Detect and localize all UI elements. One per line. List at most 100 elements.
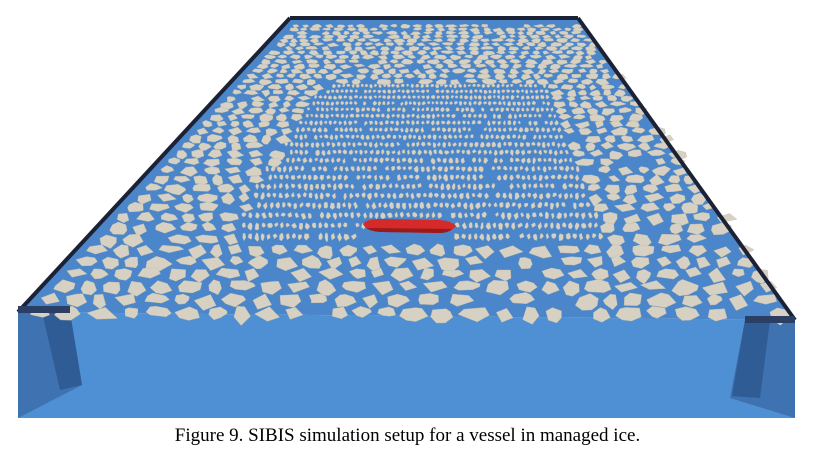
ice-floe	[483, 113, 488, 119]
ice-floe	[272, 192, 277, 199]
ice-floe	[569, 212, 574, 218]
ice-floe	[336, 202, 341, 210]
ice-floe	[472, 30, 481, 35]
ice-floe	[330, 232, 336, 241]
ice-floe	[490, 134, 494, 139]
ice-floe	[179, 221, 198, 232]
ice-floe	[319, 192, 324, 200]
ice-floe	[412, 211, 418, 218]
ice-floe	[587, 183, 601, 192]
ice-floe	[240, 114, 255, 120]
ice-floe	[395, 83, 400, 88]
ice-floe	[458, 100, 463, 106]
ice-floe	[396, 95, 402, 100]
ice-floe	[413, 202, 419, 209]
ice-floe	[531, 100, 536, 105]
ice-floe	[394, 78, 404, 85]
ice-floe	[406, 183, 411, 189]
ice-floe	[354, 127, 358, 133]
ice-floe	[412, 101, 417, 106]
ice-floe	[208, 279, 222, 296]
ice-floe	[380, 113, 385, 118]
ice-floe	[448, 157, 454, 164]
ice-floe	[462, 183, 466, 189]
ice-floe	[457, 120, 461, 126]
ice-floe	[553, 165, 557, 171]
ice-floe	[565, 95, 576, 102]
ice-floe	[433, 193, 440, 199]
ice-floe	[334, 59, 347, 64]
ice-floe	[306, 127, 311, 132]
ice-floe	[415, 120, 420, 125]
ice-floe	[274, 78, 289, 85]
ice-floe	[548, 134, 553, 139]
ice-floe	[360, 113, 365, 118]
ice-floe	[446, 38, 457, 43]
ice-floe	[638, 166, 650, 174]
ice-floe	[639, 280, 667, 290]
ice-floe	[279, 38, 289, 44]
ice-floe	[583, 279, 612, 293]
ice-floe	[559, 45, 569, 51]
ice-floe	[420, 89, 425, 94]
ice-floe	[427, 141, 432, 147]
ice-floe	[347, 142, 351, 147]
ice-floe	[593, 222, 599, 229]
ice-floe	[124, 256, 139, 269]
ice-floe	[285, 83, 295, 91]
ice-floe	[486, 233, 491, 242]
ice-floe	[314, 120, 318, 126]
ice-floe	[458, 27, 468, 31]
ice-floe	[569, 174, 574, 180]
ice-floe	[532, 174, 537, 181]
ice-floe	[581, 78, 594, 85]
ice-floe	[506, 134, 511, 140]
ice-floe	[519, 141, 525, 147]
ice-floe	[376, 106, 381, 113]
ice-floe	[196, 127, 209, 136]
ice-floe	[383, 64, 392, 70]
ice-floe	[669, 223, 684, 235]
ice-floe	[541, 127, 546, 133]
ice-floe	[248, 175, 265, 184]
ice-floe	[533, 134, 537, 140]
ice-floe	[436, 113, 440, 118]
ice-floe	[319, 113, 324, 119]
ice-floe	[591, 233, 597, 239]
ice-floe	[301, 24, 310, 29]
ice-floe	[681, 295, 703, 308]
ice-floe	[434, 107, 440, 112]
ice-floe	[588, 222, 592, 229]
ice-floe	[571, 74, 582, 79]
ice-floe	[535, 95, 539, 100]
ice-floe	[405, 192, 410, 199]
ice-floe	[406, 83, 410, 88]
ice-floe	[431, 113, 435, 120]
ice-floe	[350, 184, 355, 190]
ice-floe	[303, 89, 319, 97]
ice-floe	[342, 149, 348, 155]
ice-floe	[469, 95, 473, 101]
ice-floe	[567, 268, 589, 279]
ice-floe	[402, 94, 407, 99]
ice-floe	[502, 119, 506, 126]
ice-floe	[291, 59, 304, 65]
ice-floe	[466, 68, 477, 74]
ice-floe	[459, 94, 463, 100]
ice-floe	[477, 113, 483, 119]
ice-floe	[541, 267, 565, 280]
ice-floe	[469, 269, 492, 283]
ice-floe	[530, 222, 536, 228]
ice-floe	[451, 120, 456, 125]
ice-floe	[406, 149, 410, 156]
ice-floe	[426, 113, 431, 119]
ice-floe	[276, 257, 299, 272]
ice-floe	[548, 149, 553, 156]
ice-floe	[339, 133, 344, 139]
ice-floe	[536, 141, 541, 147]
ice-floe	[303, 134, 308, 140]
ice-floe	[495, 211, 499, 217]
ice-floe	[543, 73, 554, 79]
ice-floe	[402, 166, 407, 171]
ice-floe	[379, 193, 385, 199]
